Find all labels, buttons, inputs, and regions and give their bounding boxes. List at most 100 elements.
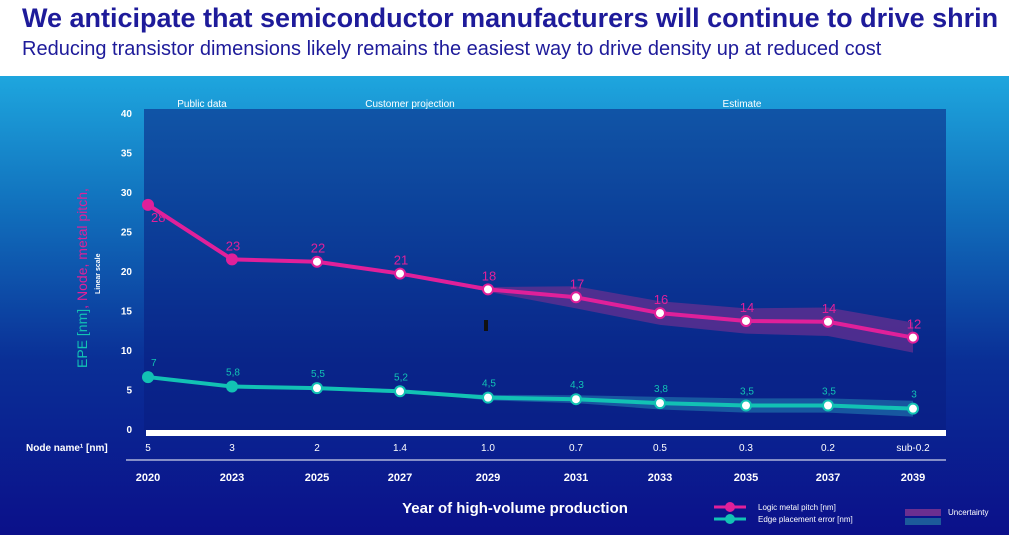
data-label-epe-1: 5,8 [226,368,240,379]
legend-epe-label: Edge placement error [nm] [758,515,853,524]
marker-epe-1 [226,380,238,393]
marker-epe-0 [142,371,154,384]
data-label-epe-9: 3 [911,390,917,401]
x-tick-label-3: 2027 [388,472,412,484]
marker-epe-7 [740,399,752,412]
data-label-epe-5: 4,3 [570,380,584,391]
marker-pitch-4 [482,283,494,296]
x-tick-label-9: 2039 [901,472,925,484]
data-label-pitch-7: 14 [740,300,754,315]
node-name-labels: 5 3 2 1.4 1.0 0.7 0.5 0.3 0.2 sub-0.2 [145,443,930,454]
x-axis-ticks: 2020 2023 2025 2027 2029 2031 2033 2035 2037 2039 [136,472,925,484]
x-tick-label-1: 2023 [220,472,244,484]
marker-pitch-8 [822,315,834,328]
legend-epe-marker [725,514,735,524]
y-tick-label-1: 5 [126,386,132,397]
data-label-pitch-0: 28 [151,210,165,225]
legend-uncertainty-swatch-pitch [905,509,941,516]
x-tick-label-8: 2037 [816,472,840,484]
node-label-2: 2 [314,443,320,454]
series-lines [146,203,914,411]
marker-pitch-0 [142,198,154,211]
series-line-epe [147,375,914,411]
marker-epe-3 [394,385,406,398]
marker-epe-2 [311,382,323,395]
x-tick-label-0: 2020 [136,472,160,484]
series-line-pitch [146,203,914,340]
marker-pitch-7 [740,314,752,327]
cursor-mark [484,320,488,331]
y-tick-label-4: 20 [121,267,133,278]
slide-subtitle: Reducing transistor dimensions likely re… [22,38,882,60]
data-label-pitch-2: 22 [311,241,325,256]
node-label-0: 5 [145,443,151,454]
node-label-3: 1.4 [393,443,407,454]
x-tick-label-6: 2033 [648,472,672,484]
marker-pitch-1 [226,253,238,266]
marker-epe-6 [654,397,666,410]
y-axis-title-sep: , [74,305,90,309]
marker-pitch-5 [570,291,582,304]
y-tick-label-7: 35 [121,149,133,160]
slide-title: We anticipate that semiconductor manufac… [22,3,999,33]
legend-uncertainty-label: Uncertainty [948,508,988,517]
node-label-4: 1.0 [481,443,495,454]
data-label-epe-7: 3,5 [740,387,754,398]
marker-epe-8 [822,399,834,412]
x-tick-label-5: 2031 [564,472,588,484]
data-label-epe-3: 5,2 [394,372,408,383]
y-axis-title-pitch: Node, metal pitch, [74,188,90,301]
legend-pitch-label: Logic metal pitch [nm] [758,503,836,512]
y-tick-label-5: 25 [121,228,133,239]
data-label-pitch-6: 16 [654,292,668,307]
node-label-5: 0.7 [569,443,583,454]
data-label-pitch-9: 12 [907,317,921,332]
y-tick-label-6: 30 [121,188,133,199]
legend-pitch-marker [725,502,735,512]
node-label-6: 0.5 [653,443,667,454]
marker-pitch-3 [394,267,406,280]
y-tick-label-8: 40 [121,109,133,120]
phase-label-estimate: Estimate [723,99,762,110]
data-label-pitch-8: 14 [822,301,836,316]
x-tick-label-2: 2025 [305,472,329,484]
x-tick-label-4: 2029 [476,472,500,484]
data-label-pitch-4: 18 [482,268,496,283]
y-axis: 0 5 10 15 20 25 30 35 40 [121,109,133,436]
marker-pitch-6 [654,307,666,320]
phase-label-public: Public data [177,99,227,110]
y-axis-title: EPE [nm], Node, metal pitch, [74,188,90,368]
data-labels: 28 23 22 21 18 17 16 14 14 12 7 5,8 5,5 5,2 4,5 4,3 3,8 3… [151,210,921,401]
data-label-epe-8: 3,5 [822,387,836,398]
x-tick-label-7: 2035 [734,472,758,484]
zero-baseline [146,430,946,436]
y-tick-label-2: 10 [121,346,133,357]
slide-header: We anticipate that semiconductor manufac… [0,0,1009,76]
marker-epe-5 [570,393,582,406]
y-axis-title-epe: EPE [nm] [74,309,90,368]
plot-area [144,109,946,430]
marker-pitch-9 [907,331,919,344]
node-label-8: 0.2 [821,443,835,454]
node-row-label: Node name¹ [nm] [26,443,108,454]
legend: Logic metal pitch [nm] Edge placement er… [714,502,988,525]
data-label-epe-6: 3,8 [654,384,668,395]
node-label-9: sub-0.2 [896,443,930,454]
data-label-epe-0: 7 [151,358,157,369]
data-label-pitch-3: 21 [394,253,408,268]
y-tick-label-0: 0 [126,425,132,436]
data-label-epe-2: 5,5 [311,369,325,380]
marker-pitch-2 [311,255,323,268]
y-tick-label-3: 15 [121,307,133,318]
phase-label-customer: Customer projection [365,99,454,110]
marker-epe-9 [907,402,919,415]
series-markers [142,198,919,415]
data-label-epe-4: 4,5 [482,379,496,390]
x-axis-title: Year of high-volume production [402,500,628,517]
y-axis-scale-note: Linear scale [95,253,102,294]
node-label-1: 3 [229,443,235,454]
legend-uncertainty-swatch-epe [905,518,941,525]
node-label-7: 0.3 [739,443,753,454]
chart-panel: 0 5 10 15 20 25 30 35 40 28 23 22 21 18 17 16 14 14 12 7 5,… [0,76,1009,535]
